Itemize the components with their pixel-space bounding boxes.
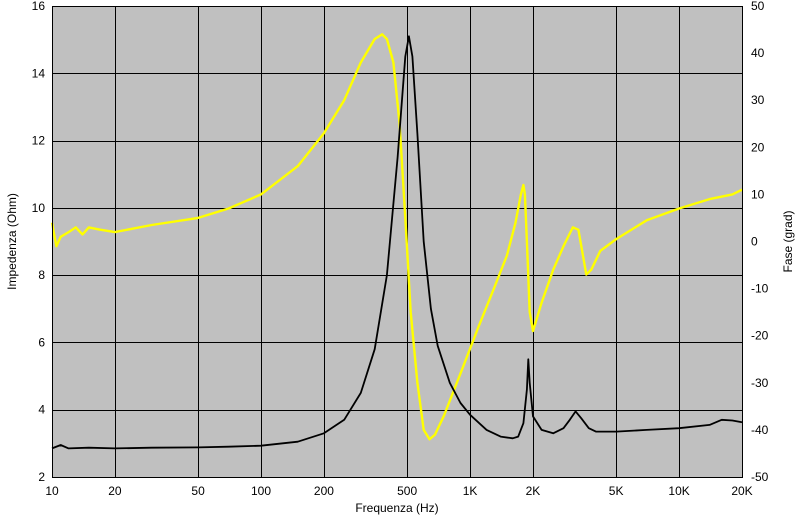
phase-series-line [50,33,743,441]
x-tick-label: 500 [397,484,417,498]
y-left-tick-label: 6 [38,335,45,349]
x-tick-label: 200 [314,484,334,498]
y-left-tick-label: 8 [38,268,45,282]
y-right-tick-label: 50 [751,0,765,13]
x-axis-label: Frequenza (Hz) [355,501,438,515]
y-right-tick-labels: 50 40 30 20 10 0 -10 -20 -30 -40 -50 [751,0,769,484]
impedance-series-line [51,35,743,450]
y-left-tick-label: 4 [38,403,45,417]
y-right-tick-label: 20 [751,140,765,154]
y-right-tick-label: -40 [751,423,769,437]
y-left-tick-label: 2 [38,470,45,484]
y-left-tick-labels: 2 4 6 8 10 12 14 16 [32,0,46,484]
y-right-tick-label: -30 [751,376,769,390]
x-tick-label: 5K [609,484,624,498]
x-tick-label: 10 [45,484,59,498]
x-tick-labels: 10 20 50 100 200 500 1K 2K 5K 10K 20K [45,484,752,498]
x-tick-label: 1K [463,484,478,498]
y-right-tick-label: -10 [751,282,769,296]
series-layer [50,33,743,450]
y-left-tick-label: 14 [32,66,46,80]
plot-area [52,6,742,477]
y-right-tick-label: 10 [751,187,765,201]
y-right-tick-label: -20 [751,329,769,343]
y-right-tick-label: -50 [751,470,769,484]
y-right-tick-label: 0 [751,235,758,249]
y-right-tick-label: 30 [751,93,765,107]
x-tick-label: 20K [731,484,752,498]
y-right-tick-label: 40 [751,46,765,60]
plot-frame [52,6,743,478]
x-tick-label: 100 [251,484,271,498]
y-right-axis-label: Fase (grad) [781,210,795,272]
y-left-tick-label: 10 [32,201,46,215]
x-tick-label: 10K [668,484,689,498]
y-left-tick-label: 12 [32,134,46,148]
y-left-tick-label: 16 [32,0,46,13]
x-tick-label: 2K [526,484,541,498]
y-left-axis-label: Impedenza (Ohm) [5,193,19,290]
x-tick-label: 50 [191,484,205,498]
x-tick-label: 20 [108,484,122,498]
